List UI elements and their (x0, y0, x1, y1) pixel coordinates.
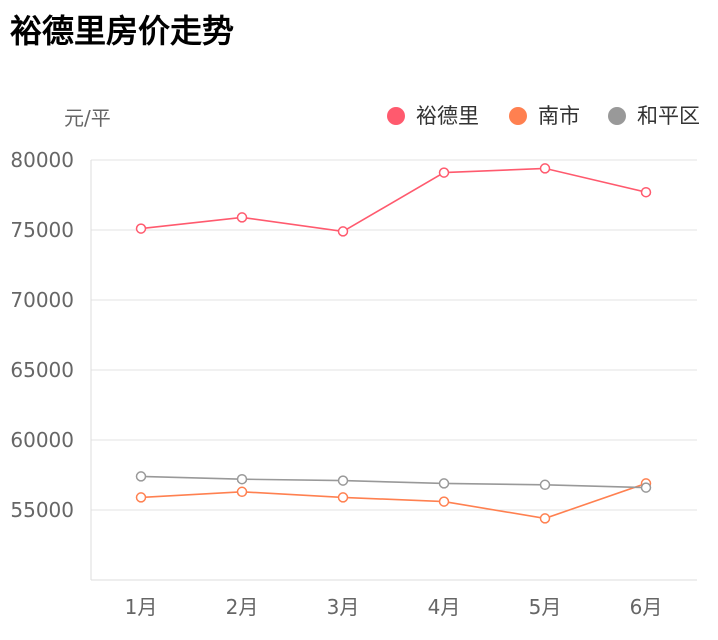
x-tick-label: 4月 (428, 595, 461, 619)
legend-label: 和平区 (637, 104, 700, 128)
series-line-2 (140, 475, 647, 489)
data-point (539, 163, 551, 174)
x-tick-label: 6月 (630, 595, 663, 619)
legend-label: 南市 (538, 104, 580, 128)
y-axis-label: 元/平 (64, 106, 111, 130)
data-point (640, 186, 652, 198)
series-line-1 (140, 482, 647, 520)
y-tick-label: 55000 (10, 498, 74, 522)
data-point (539, 513, 551, 524)
legend-marker (608, 107, 626, 125)
data-point (640, 482, 652, 493)
data-point (539, 479, 551, 491)
data-point (135, 492, 147, 503)
x-tick-label: 2月 (226, 595, 259, 619)
x-tick-label: 5月 (529, 595, 562, 619)
x-tick-label: 3月 (327, 595, 360, 619)
legend-label: 裕德里 (416, 104, 479, 128)
y-tick-label: 65000 (10, 358, 74, 382)
series-line-0 (140, 167, 647, 233)
data-point (438, 478, 450, 489)
y-tick-label: 60000 (10, 428, 74, 452)
data-point (337, 475, 349, 486)
data-point (236, 473, 248, 485)
data-point (438, 167, 450, 178)
data-point (337, 226, 349, 237)
y-tick-label: 75000 (10, 218, 74, 242)
chart-title: 裕德里房价走势 (10, 12, 235, 50)
data-point (135, 471, 147, 482)
data-point (236, 486, 248, 498)
legend-marker (387, 107, 405, 125)
x-tick-label: 1月 (125, 595, 158, 619)
legend-marker (509, 107, 527, 125)
y-tick-label: 80000 (10, 148, 74, 172)
y-tick-label: 70000 (10, 288, 74, 312)
data-point (438, 496, 450, 507)
data-point (337, 492, 349, 503)
data-point (135, 223, 147, 234)
data-point (236, 212, 248, 223)
